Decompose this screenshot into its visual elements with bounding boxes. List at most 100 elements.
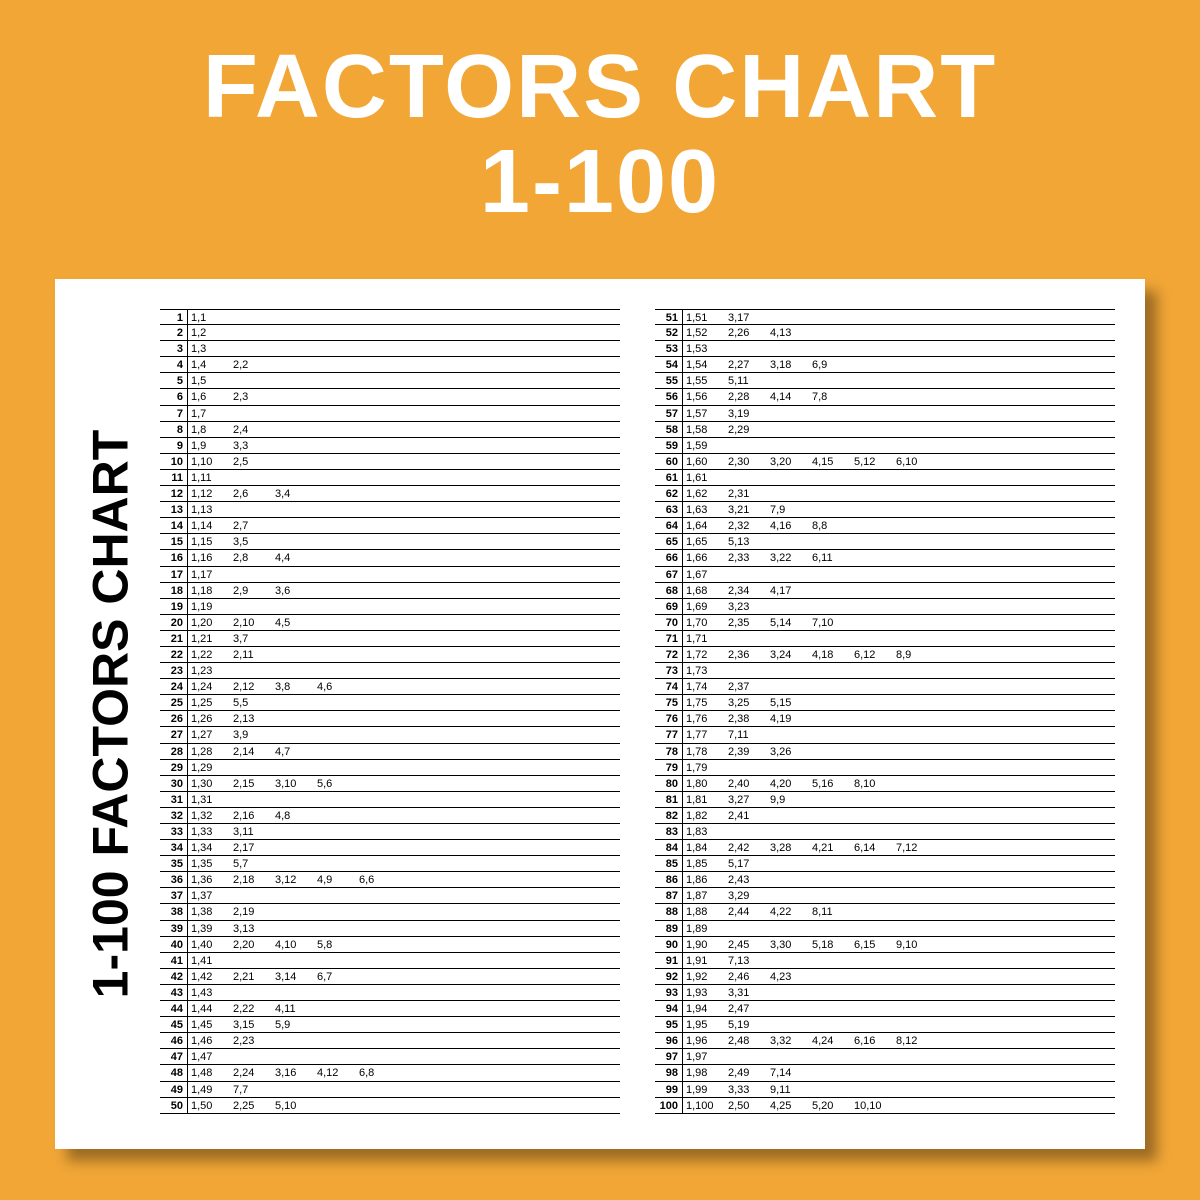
row-number: 2 [160,325,188,340]
factor-pair: 3,26 [768,744,810,759]
table-row: 301,302,153,105,6 [160,776,620,792]
factor-pair: 1,35 [189,856,231,871]
factor-pair: 4,15 [810,454,852,469]
factor-pair: 1,9 [189,438,231,453]
row-number: 21 [160,631,188,646]
factor-pair: 1,67 [684,567,726,582]
factor-pair: 3,31 [726,985,768,1000]
factor-pair: 1,74 [684,679,726,694]
factor-pairs: 1,393,13 [188,921,620,936]
factor-pair: 2,25 [231,1098,273,1113]
table-row: 521,522,264,13 [655,325,1115,341]
factor-pair: 3,29 [726,888,768,903]
factor-pairs: 1,322,164,8 [188,808,620,823]
factor-pair: 2,5 [231,454,273,469]
factor-pair: 1,57 [684,406,726,421]
row-number: 64 [655,518,683,533]
table-row: 921,922,464,23 [655,969,1115,985]
factor-pair: 1,64 [684,518,726,533]
table-row: 671,67 [655,567,1115,583]
factor-pair: 1,4 [189,357,231,372]
factor-pair: 1,24 [189,679,231,694]
factor-pair: 2,4 [231,422,273,437]
table-row: 971,97 [655,1049,1115,1065]
factor-pairs: 1,182,93,6 [188,583,620,598]
table-row: 251,255,5 [160,695,620,711]
table-row: 311,31 [160,792,620,808]
factor-pairs: 1,582,29 [683,422,1115,437]
factor-pairs: 1,242,123,84,6 [188,679,620,694]
row-number: 4 [160,357,188,372]
factor-pair: 9,9 [768,792,810,807]
factor-pair: 7,11 [726,727,768,742]
factor-pairs: 1,333,11 [188,824,620,839]
factor-pair: 2,23 [231,1033,273,1048]
factor-pair: 4,19 [768,711,810,726]
factor-pair: 1,28 [189,744,231,759]
factor-pair: 2,13 [231,711,273,726]
factor-pair: 3,33 [726,1082,768,1097]
row-number: 5 [160,373,188,388]
row-number: 13 [160,502,188,517]
factor-pair: 5,6 [315,776,357,791]
factor-pair: 1,46 [189,1033,231,1048]
table-row: 601,602,303,204,155,126,10 [655,454,1115,470]
factor-pair: 4,9 [315,872,357,887]
factor-pair: 2,30 [726,454,768,469]
factor-pairs: 1,642,324,168,8 [683,518,1115,533]
factor-pair: 1,16 [189,550,231,565]
row-number: 33 [160,824,188,839]
factor-pair: 3,10 [273,776,315,791]
factor-pair: 2,44 [726,904,768,919]
row-number: 91 [655,953,683,968]
table-row: 351,355,7 [160,856,620,872]
row-number: 78 [655,744,683,759]
factor-pair: 1,63 [684,502,726,517]
factor-pair: 2,16 [231,808,273,823]
factor-pairs: 1,202,104,5 [188,615,620,630]
row-number: 49 [160,1082,188,1097]
factor-pair: 1,93 [684,985,726,1000]
row-number: 95 [655,1017,683,1032]
table-row: 571,573,19 [655,406,1115,422]
factor-pair: 6,16 [852,1033,894,1048]
factor-pair: 2,37 [726,679,768,694]
row-number: 10 [160,454,188,469]
row-number: 55 [655,373,683,388]
row-number: 99 [655,1082,683,1097]
factor-pairs: 1,93,3 [188,438,620,453]
factor-pair: 1,13 [189,502,231,517]
factor-pairs: 1,682,344,17 [683,583,1115,598]
factor-pair: 4,12 [315,1065,357,1080]
table-row: 321,322,164,8 [160,808,620,824]
side-label: 1-100 FACTORS CHART [81,430,139,999]
table-row: 431,43 [160,985,620,1001]
factor-pair: 8,11 [810,904,852,919]
factor-pair: 7,13 [726,953,768,968]
factor-pair: 1,66 [684,550,726,565]
table-row: 591,59 [655,438,1115,454]
table-row: 781,782,393,26 [655,744,1115,760]
factor-pair: 1,51 [684,310,726,324]
factor-pairs: 1,702,355,147,10 [683,615,1115,630]
table-row: 641,642,324,168,8 [655,518,1115,534]
factor-pair: 1,75 [684,695,726,710]
factor-pair: 2,41 [726,808,768,823]
row-number: 7 [160,406,188,421]
row-number: 80 [655,776,683,791]
factor-pairs: 1,53 [683,341,1115,356]
table-row: 141,142,7 [160,518,620,534]
table-row: 221,222,11 [160,647,620,663]
factor-pair: 1,20 [189,615,231,630]
table-row: 31,3 [160,341,620,357]
factor-pairs: 1,355,7 [188,856,620,871]
factor-pair: 6,9 [810,357,852,372]
factor-pairs: 1,7 [188,406,620,421]
factor-pair: 2,7 [231,518,273,533]
factor-pair: 1,17 [189,567,231,582]
row-number: 62 [655,486,683,501]
factor-pair: 1,10 [189,454,231,469]
row-number: 69 [655,599,683,614]
table-row: 691,693,23 [655,599,1115,615]
factor-pair: 5,5 [231,695,273,710]
